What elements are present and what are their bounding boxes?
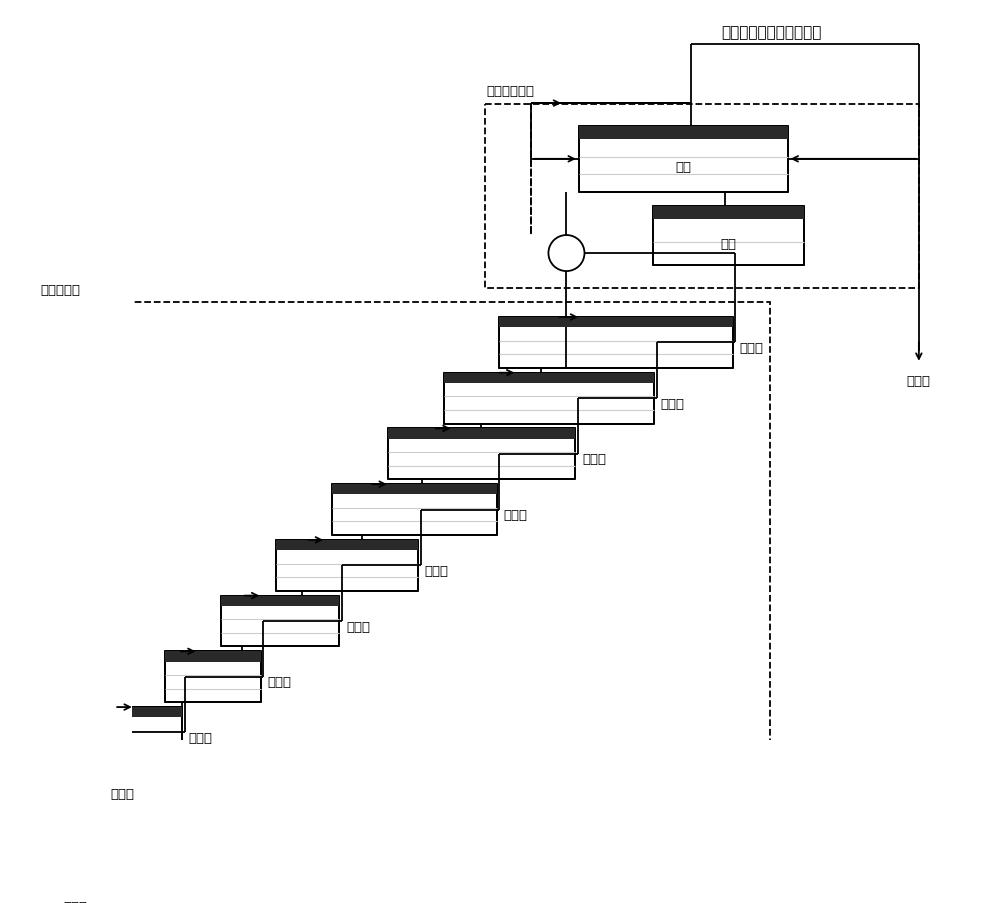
Bar <box>332 485 497 535</box>
Text: 精选五: 精选五 <box>425 564 449 577</box>
Text: 精选六: 精选六 <box>346 620 370 633</box>
Circle shape <box>548 236 584 272</box>
Bar <box>276 540 418 551</box>
Bar <box>165 652 261 662</box>
Bar <box>221 596 339 606</box>
Bar <box>53 763 103 814</box>
Bar <box>485 105 919 289</box>
Bar <box>388 429 575 479</box>
Text: 铜精矿: 铜精矿 <box>907 374 931 387</box>
Bar <box>109 707 182 758</box>
Bar <box>221 596 339 647</box>
Text: 精选九: 精选九 <box>110 787 134 800</box>
Bar <box>276 540 418 591</box>
Text: 钼精矿: 钼精矿 <box>63 899 87 903</box>
Bar <box>165 652 261 703</box>
Text: 精选一: 精选一 <box>739 341 763 355</box>
Bar <box>653 206 804 219</box>
Bar <box>579 127 788 192</box>
Text: 扫选: 扫选 <box>720 238 736 251</box>
Bar <box>332 485 497 495</box>
Bar <box>39 303 770 859</box>
Text: 铜钼混合精矿（脱药后）: 铜钼混合精矿（脱药后） <box>721 25 822 41</box>
Text: 精选二: 精选二 <box>661 397 685 410</box>
Text: 精选八: 精选八 <box>189 731 213 744</box>
Bar <box>499 318 733 368</box>
Bar <box>499 318 733 328</box>
Text: 钼精选阶段: 钼精选阶段 <box>40 284 80 296</box>
Bar <box>388 429 575 439</box>
Bar <box>53 763 103 773</box>
Bar <box>109 707 182 718</box>
Text: 精选三: 精选三 <box>582 453 606 466</box>
Bar <box>579 127 788 140</box>
Text: 粗选: 粗选 <box>675 161 691 174</box>
Bar <box>444 373 654 424</box>
Text: 精选七: 精选七 <box>267 675 291 689</box>
Text: 钼预富集阶段: 钼预富集阶段 <box>486 85 534 98</box>
Bar <box>653 206 804 265</box>
Text: 精选四: 精选四 <box>503 508 527 522</box>
Bar <box>444 373 654 384</box>
